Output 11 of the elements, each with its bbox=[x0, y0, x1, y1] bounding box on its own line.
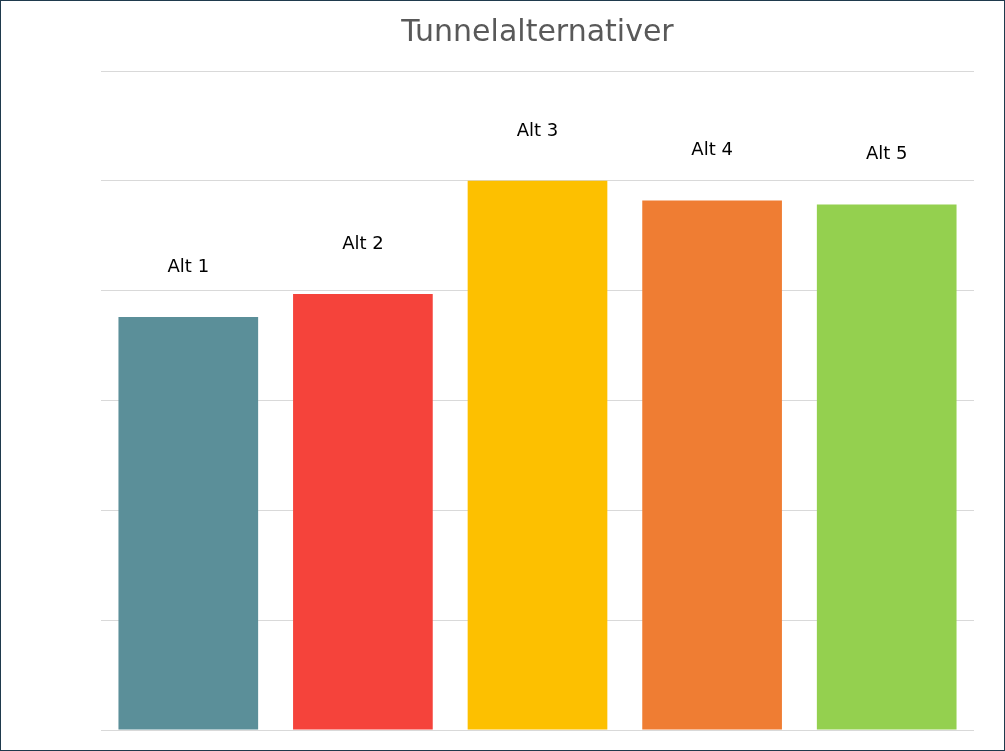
bar bbox=[118, 317, 259, 730]
bar bbox=[293, 293, 433, 730]
bar bbox=[642, 200, 782, 730]
chart-title: Tunnelalternativer bbox=[400, 12, 675, 48]
bar bbox=[467, 180, 608, 730]
x-tick-label: Alt 5 bbox=[865, 142, 908, 164]
x-tick-label: Alt 2 bbox=[342, 231, 384, 253]
bar bbox=[816, 204, 957, 730]
x-tick-label: Alt 1 bbox=[167, 254, 210, 276]
x-tick-label: Alt 4 bbox=[691, 138, 733, 160]
x-tick-label: Alt 3 bbox=[516, 118, 559, 140]
